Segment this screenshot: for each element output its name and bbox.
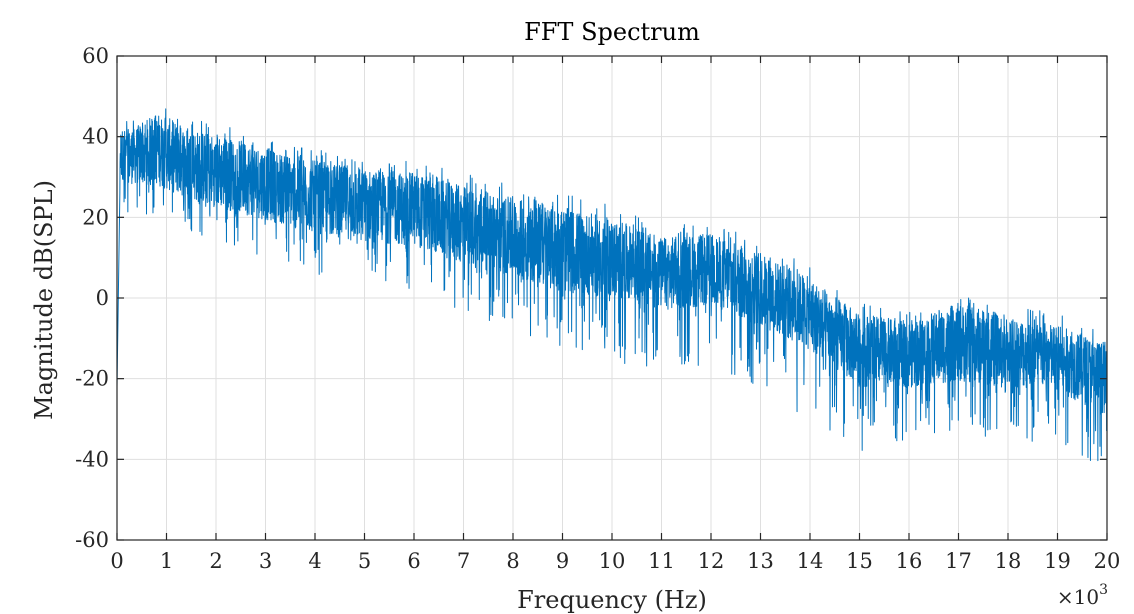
- x-tick-label: 8: [506, 549, 519, 573]
- x-tick-label: 16: [896, 549, 923, 573]
- x-tick-label: 18: [995, 549, 1022, 573]
- y-tick-label: 40: [82, 125, 109, 149]
- y-tick-label: 0: [96, 286, 109, 310]
- x-tick-label: 11: [648, 549, 675, 573]
- x-tick-label: 12: [698, 549, 725, 573]
- x-tick-label: 15: [846, 549, 873, 573]
- y-axis-title: Magnitude dB(SPL): [30, 180, 58, 420]
- x-tick-label: 9: [556, 549, 569, 573]
- y-tick-label: -20: [75, 367, 109, 391]
- series-layer: [116, 108, 1108, 462]
- spectrum-line: [116, 108, 1108, 462]
- x-tick-label: 19: [1044, 549, 1071, 573]
- y-tick-label: -60: [75, 528, 109, 552]
- x-tick-label: 7: [457, 549, 470, 573]
- x-tick-label: 20: [1094, 549, 1121, 573]
- labels: 0 1 2 3 4 5 6 7 8 9 10 11 12 13 14 15 16 17 18 19 20-60-40-2…: [75, 44, 1120, 573]
- x-tick-label: 14: [797, 549, 824, 573]
- ticks: [116, 55, 1108, 541]
- x-tick-label: 1: [160, 549, 173, 573]
- x-axis-multiplier-exponent: 3: [1099, 582, 1108, 598]
- x-tick-label: 4: [308, 549, 321, 573]
- x-tick-label: 0: [110, 549, 123, 573]
- x-axis-multiplier: ×103: [1057, 582, 1108, 609]
- y-tick-label: 20: [82, 205, 109, 229]
- x-tick-label: 3: [259, 549, 272, 573]
- x-tick-label: 2: [209, 549, 222, 573]
- grid: [116, 55, 1108, 541]
- x-tick-label: 10: [599, 549, 626, 573]
- x-tick-label: 5: [358, 549, 371, 573]
- y-tick-label: 60: [82, 44, 109, 68]
- chart-title: FFT Spectrum: [524, 18, 700, 46]
- y-tick-label: -40: [75, 447, 109, 471]
- x-tick-label: 6: [407, 549, 420, 573]
- x-tick-label: 13: [747, 549, 774, 573]
- x-tick-label: 17: [945, 549, 972, 573]
- x-axis-multiplier-base: ×10: [1057, 585, 1099, 609]
- x-axis-title: Frequency (Hz): [517, 586, 707, 614]
